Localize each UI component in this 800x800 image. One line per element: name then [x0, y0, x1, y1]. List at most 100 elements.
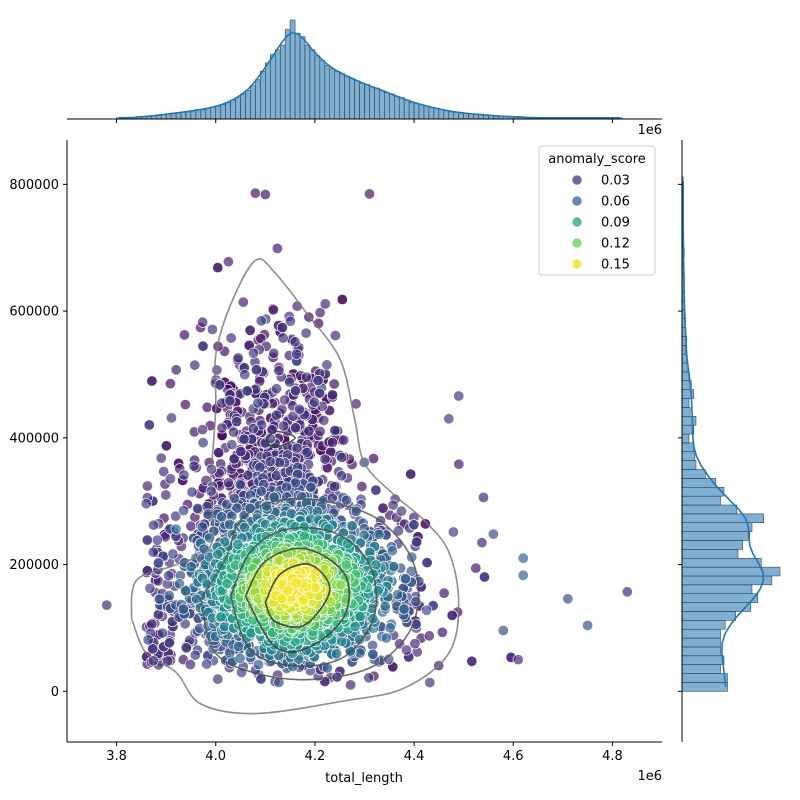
x-tick-label: 3.8 [106, 749, 127, 764]
legend-label: 0.06 [601, 195, 630, 210]
scatter-point [410, 595, 422, 607]
scatter-point [146, 375, 158, 387]
scatter-point [163, 589, 175, 601]
scatter-point [328, 378, 340, 390]
scatter-point [264, 456, 276, 468]
legend-marker [571, 195, 583, 207]
kde-contour-level-6 [264, 430, 296, 449]
y-hist-bar [681, 540, 743, 550]
legend-marker [571, 237, 583, 249]
x-hist-bar [483, 115, 489, 120]
scatter-point [170, 523, 182, 535]
scatter-point [155, 452, 167, 464]
scatter-point [271, 242, 283, 254]
scatter-point [167, 548, 179, 560]
scatter-point [225, 332, 237, 344]
scatter-point [273, 676, 285, 688]
scatter-point [141, 480, 153, 492]
scatter-point [241, 385, 253, 397]
x-hist-bar [230, 99, 236, 120]
legend-marker [571, 216, 583, 228]
kde-contour-level-4 [244, 547, 351, 653]
scatter-point [222, 477, 234, 489]
scatter-point [238, 433, 250, 445]
x-axis-ticks: 3.8 4.0 4.2 4.4 4.6 4.8 [106, 742, 623, 764]
scatter-point [419, 518, 431, 530]
scatter-point [255, 315, 267, 327]
scatter-point [290, 577, 302, 589]
scatter-point [319, 453, 331, 465]
scatter-point [259, 189, 271, 201]
x-hist-bar [379, 90, 385, 120]
y-hist-bar [681, 345, 686, 355]
scatter-point [211, 364, 223, 376]
y-hist-bar [681, 584, 753, 594]
scatter-point [438, 587, 450, 599]
scatter-point [212, 548, 224, 560]
y-hist-bar [681, 460, 697, 470]
scatter-point [185, 520, 197, 532]
y-marginal-ticks [678, 183, 682, 692]
scatter-point [180, 642, 192, 654]
x-hist-bar [468, 113, 474, 120]
scatter-point [336, 293, 348, 305]
scatter-point [436, 626, 448, 638]
scatter-point [314, 387, 326, 399]
scatter-point [421, 557, 433, 569]
y-hist-bar [681, 416, 697, 426]
scatter-point [141, 534, 153, 546]
x-hist-bar [235, 97, 241, 120]
scatter-point [185, 561, 197, 573]
scatter-point [408, 519, 420, 531]
x-hist-bar [220, 104, 226, 120]
x-hist-bar [334, 71, 340, 120]
scatter-point [267, 304, 279, 316]
scatter-point [232, 352, 244, 364]
x-hist-bar [384, 92, 390, 120]
scatter-point [423, 630, 435, 642]
scatter-point [453, 458, 465, 470]
legend-label: 0.03 [601, 174, 630, 189]
y-hist-bar [681, 611, 736, 621]
scatter-point [222, 256, 234, 268]
scatter-point [300, 371, 312, 383]
scatter-point [305, 481, 317, 493]
scatter-point [154, 593, 166, 605]
x-hist-bar [374, 87, 380, 120]
scatter-point [248, 347, 260, 359]
x-hist-bar [344, 75, 350, 120]
scatter-point [177, 603, 189, 615]
scatter-point [349, 620, 361, 632]
scatter-point [447, 526, 459, 538]
y-marginal-bars [681, 176, 781, 692]
x-hist-bar [265, 62, 271, 120]
scatter-point [228, 453, 240, 465]
scatter-point [388, 561, 400, 573]
scatter-point [400, 644, 412, 656]
scatter-point [321, 359, 333, 371]
scatter-point [239, 521, 251, 533]
x-hist-bar [210, 106, 216, 120]
x-hist-bar [443, 110, 450, 120]
scatter-point [189, 649, 201, 661]
scatter-point [142, 634, 154, 646]
y-marginal-kde-line [682, 181, 765, 687]
scatter-point [144, 582, 156, 594]
x-hist-bar [185, 111, 192, 120]
scatter-point [336, 470, 348, 482]
y-hist-bar [681, 469, 706, 479]
scatter-point [219, 536, 231, 548]
x-axis-offset-label: 1e6 [637, 769, 662, 784]
scatter-point [214, 379, 226, 391]
legend-label: 0.15 [601, 258, 630, 273]
scatter-point [228, 426, 240, 438]
y-hist-bar [681, 513, 764, 523]
scatter-point [216, 511, 228, 523]
x-hist-bar [394, 96, 400, 120]
scatter-point [179, 399, 191, 411]
y-hist-bar [681, 522, 753, 532]
y-tick-label: 200000 [9, 558, 59, 573]
x-marginal-kde-line [119, 31, 620, 119]
scatter-point [206, 323, 218, 335]
scatter-point [582, 619, 594, 631]
